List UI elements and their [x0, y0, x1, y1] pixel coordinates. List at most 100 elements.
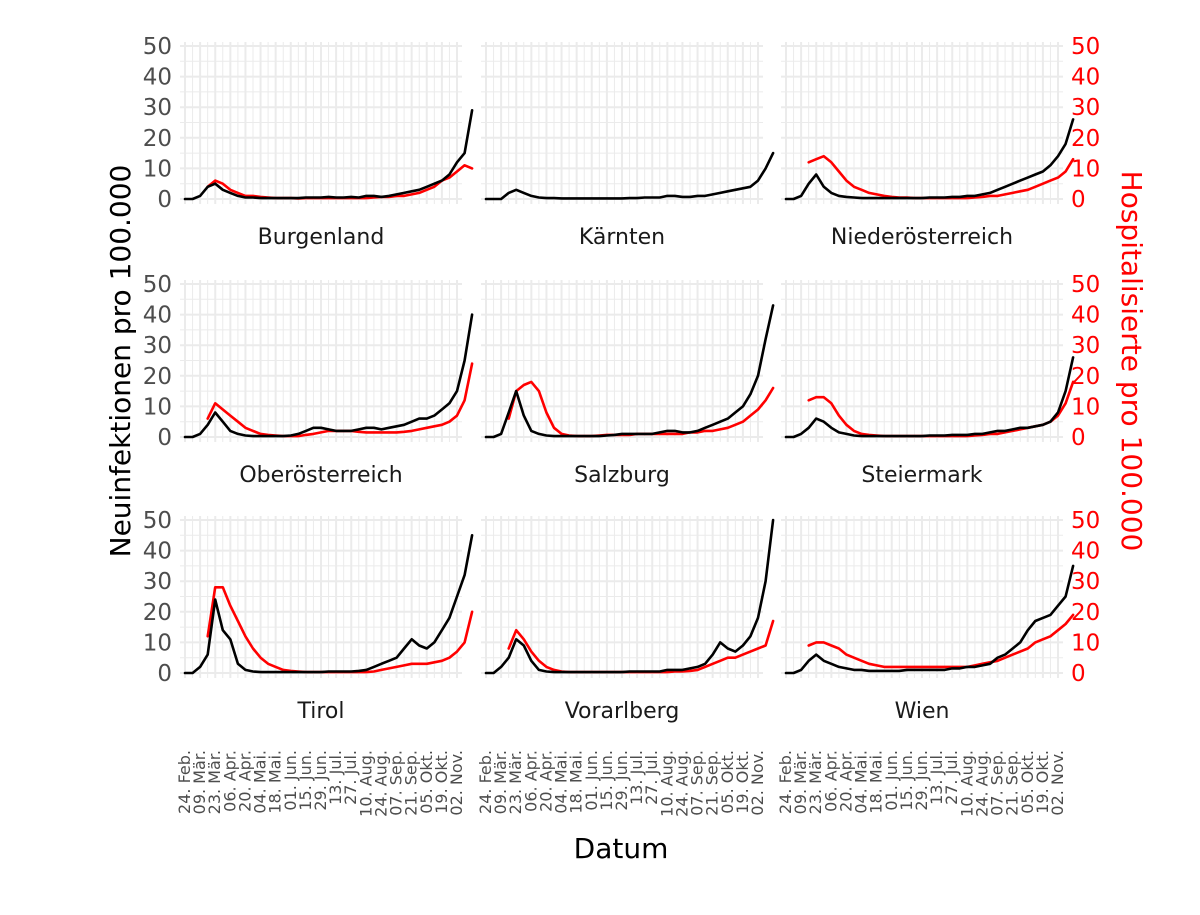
- x-tick-label: 15. Jun.: [597, 750, 616, 811]
- x-tick-label: 24. Aug.: [672, 750, 691, 817]
- y-tick-label-left: 20: [143, 364, 172, 390]
- facet-label: Steiermark: [861, 463, 982, 488]
- panel-tirol: Tirol: [180, 516, 474, 724]
- x-tick-label: 20. Apr.: [235, 750, 254, 812]
- x-tick-label: 19. Okt.: [432, 750, 451, 814]
- x-tick-label: 09. Mär.: [791, 750, 810, 814]
- x-tick-label: 04. Mai.: [552, 750, 571, 814]
- x-tick-label: 05. Okt.: [1018, 750, 1037, 814]
- x-tick-label: 24. Feb.: [776, 750, 795, 814]
- x-tick-label: 27. Jul.: [642, 750, 661, 805]
- y-tick-label-right: 50: [1071, 34, 1100, 60]
- y-tick-label-right: 40: [1071, 65, 1100, 91]
- x-tick-label: 05. Okt.: [417, 750, 436, 814]
- facet-label: Burgenland: [258, 225, 385, 250]
- x-tick-label: 13. Jul.: [326, 750, 345, 805]
- x-tick-label: 27. Jul.: [341, 750, 360, 805]
- x-tick-label: 18. Mai.: [266, 750, 285, 814]
- neuinfektionen-line-niederosterreich: [784, 118, 1075, 201]
- y-tick-label-right: 40: [1071, 539, 1100, 565]
- x-tick-label: 23. Mär.: [806, 750, 825, 814]
- panel-niederosterreich: Niederösterreich: [781, 42, 1075, 250]
- panel-burgenland: Burgenland: [180, 42, 474, 250]
- x-tick-label: 27. Jul.: [942, 750, 961, 805]
- x-tick-label: 21. Sep.: [1003, 750, 1022, 816]
- x-tick-label: 23. Mär.: [205, 750, 224, 814]
- x-tick-label: 02. Nov.: [748, 750, 767, 816]
- y-tick-label-right: 30: [1071, 95, 1100, 121]
- y-tick-label-right: 30: [1071, 333, 1100, 359]
- y-tick-label-right: 20: [1071, 364, 1100, 390]
- panel-steiermark: Steiermark: [781, 280, 1075, 488]
- neuinfektionen-line-burgenland: [183, 109, 474, 201]
- y-tick-label-left: 10: [143, 394, 172, 420]
- y-tick-label-right: 40: [1071, 303, 1100, 329]
- y-tick-label-left: 40: [143, 539, 172, 565]
- y-tick-label-right: 10: [1071, 156, 1100, 182]
- y-tick-label-right: 20: [1071, 600, 1100, 626]
- hospitalisierte-line-wien: [807, 613, 1075, 669]
- y-tick-label-left: 50: [143, 508, 172, 534]
- x-tick-label: 09. Mär.: [190, 750, 209, 814]
- x-tick-label: 06. Apr.: [220, 750, 239, 812]
- x-tick-label: 10. Aug.: [356, 750, 375, 817]
- y-tick-label-right: 0: [1071, 661, 1086, 687]
- x-tick-label: 21. Sep.: [402, 750, 421, 816]
- x-tick-label: 07. Sep.: [988, 750, 1007, 816]
- panel-salzburg: Salzburg: [481, 280, 775, 488]
- x-tick-label: 29. Jun.: [912, 750, 931, 811]
- x-tick-label: 06. Apr.: [821, 750, 840, 812]
- y-tick-label-right: 30: [1071, 569, 1100, 595]
- y-tick-label-left: 30: [143, 95, 172, 121]
- x-tick-label: 13. Jul.: [627, 750, 646, 805]
- x-tick-label: 29. Jun.: [612, 750, 631, 811]
- y-tick-label-right: 20: [1071, 126, 1100, 152]
- neuinfektionen-line-steiermark: [784, 356, 1075, 439]
- y-tick-label-left: 40: [143, 65, 172, 91]
- x-tick-label: 19. Okt.: [733, 750, 752, 814]
- x-tick-label: 18. Mai.: [867, 750, 886, 814]
- x-tick-label: 20. Apr.: [536, 750, 555, 812]
- x-tick-label: 24. Aug.: [371, 750, 390, 817]
- facet-label: Kärnten: [579, 225, 665, 250]
- x-tick-label: 18. Mai.: [567, 750, 586, 814]
- x-tick-label: 01. Jun.: [281, 750, 300, 811]
- y-axis-title-right: Hospitalisierte pro 100.000: [1115, 171, 1148, 552]
- facet-label: Niederösterreich: [831, 225, 1013, 250]
- panel-oberosterreich: Oberösterreich: [180, 280, 474, 488]
- panel-vorarlberg: Vorarlberg: [481, 516, 775, 724]
- x-tick-label: 01. Jun.: [582, 750, 601, 811]
- x-tick-label: 15. Jun.: [897, 750, 916, 811]
- x-tick-label: 04. Mai.: [251, 750, 270, 814]
- y-tick-label-left: 50: [143, 34, 172, 60]
- x-tick-label: 07. Sep.: [688, 750, 707, 816]
- y-tick-label-right: 10: [1071, 630, 1100, 656]
- x-tick-label: 15. Jun.: [296, 750, 315, 811]
- x-tick-label: 10. Aug.: [657, 750, 676, 817]
- y-tick-label-left: 10: [143, 156, 172, 182]
- x-tick-label: 29. Jun.: [311, 750, 330, 811]
- x-tick-label: 13. Jul.: [927, 750, 946, 805]
- facet-label: Tirol: [296, 699, 344, 724]
- y-tick-label-left: 20: [143, 126, 172, 152]
- x-tick-label: 23. Mär.: [506, 750, 525, 814]
- panel-karnten: Kärnten: [481, 42, 775, 250]
- y-tick-label-left: 0: [157, 187, 172, 213]
- x-tick-label: 09. Mär.: [491, 750, 510, 814]
- y-tick-label-right: 0: [1071, 425, 1086, 451]
- x-axis-title: Datum: [574, 832, 669, 865]
- y-tick-label-left: 30: [143, 333, 172, 359]
- y-tick-label-right: 50: [1071, 272, 1100, 298]
- y-tick-label-left: 50: [143, 272, 172, 298]
- y-tick-label-left: 0: [157, 661, 172, 687]
- neuinfektionen-line-oberosterreich: [183, 313, 474, 439]
- x-tick-label: 24. Feb.: [476, 750, 495, 814]
- x-tick-label: 06. Apr.: [521, 750, 540, 812]
- neuinfektionen-line-salzburg: [484, 304, 775, 439]
- x-tick-label: 04. Mai.: [852, 750, 871, 814]
- x-tick-label: 24. Aug.: [972, 750, 991, 817]
- y-tick-label-right: 0: [1071, 187, 1086, 213]
- y-tick-label-left: 0: [157, 425, 172, 451]
- x-tick-label: 02. Nov.: [1048, 750, 1067, 816]
